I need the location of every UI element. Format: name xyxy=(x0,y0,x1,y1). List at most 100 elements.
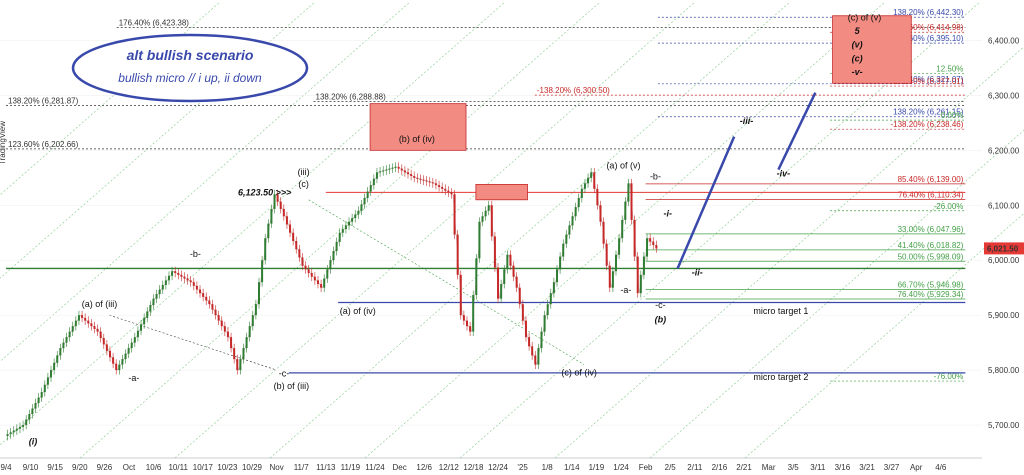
candle-body xyxy=(509,254,512,266)
candle-body xyxy=(413,175,416,178)
candle-body xyxy=(341,229,344,233)
candle-body xyxy=(295,240,298,250)
candle-body xyxy=(497,267,500,299)
x-tick-label: 9/4 xyxy=(0,463,12,472)
candle-body xyxy=(348,221,351,226)
candle-body xyxy=(344,225,347,230)
candle-body xyxy=(68,331,71,338)
wave-labels: (i) (a) of (iii) -a- -b- -c- (b) of (iii) (iii… xyxy=(29,13,881,447)
candle-body xyxy=(310,273,313,277)
candle-body xyxy=(351,218,354,222)
wave-label: -c- xyxy=(655,300,666,310)
candle-body xyxy=(444,188,447,191)
candle-body xyxy=(549,293,552,305)
candle-body xyxy=(22,425,25,427)
wave-label: -b- xyxy=(190,249,201,259)
scenario-title: alt bullish scenario xyxy=(127,47,254,63)
wave-label: (c) xyxy=(852,53,863,63)
fib-level-label: 138.20% (6,261.15) xyxy=(893,108,964,117)
candle-body xyxy=(614,254,617,272)
candle-body xyxy=(326,269,329,279)
candle-body xyxy=(18,426,21,429)
candle-body xyxy=(416,177,419,179)
candle-body xyxy=(375,172,378,179)
candle-body xyxy=(112,357,115,364)
candle-body xyxy=(77,315,80,321)
x-tick-label: 1/24 xyxy=(613,463,629,472)
candle-body xyxy=(226,331,229,338)
candle-body xyxy=(593,172,596,189)
horizontal-lines xyxy=(6,191,966,374)
candle-body xyxy=(292,232,295,241)
candle-body xyxy=(146,311,149,318)
x-axis: 9/4 9/10 9/15 9/20 9/26 Oct 10/6 10/11 10/17 10/2… xyxy=(0,121,982,472)
fib-level-label: 176.40% (6,321.07) xyxy=(893,75,964,84)
target-box xyxy=(832,15,912,84)
wave-label: (iii) xyxy=(298,167,310,177)
candle-body xyxy=(422,179,425,181)
candle-body xyxy=(543,315,546,332)
fib-level-label: 41.40% (6,018.82) xyxy=(898,241,964,250)
x-tick-label: 3/16 xyxy=(835,463,851,472)
candle-body xyxy=(403,170,406,173)
candle-body xyxy=(357,210,360,215)
candle-body xyxy=(434,183,437,186)
candle-body xyxy=(484,210,487,217)
candle-body xyxy=(248,326,251,338)
wave-label: micro target 1 xyxy=(753,306,808,316)
candle-body xyxy=(580,188,583,198)
fib-level-label: 176.40% (6,423.38) xyxy=(119,19,190,28)
candle-body xyxy=(43,384,46,393)
channel-line xyxy=(0,1,506,446)
x-tick-label: 11/24 xyxy=(365,463,385,472)
candle-body xyxy=(161,284,164,290)
candle-body xyxy=(84,317,87,321)
wave-label: -v- xyxy=(852,67,863,77)
candle-body xyxy=(438,185,441,187)
fib-level-label: 33.00% (6,047.96) xyxy=(898,225,964,234)
x-tick-label: 3/27 xyxy=(884,463,900,472)
x-tick-label: 10/23 xyxy=(217,463,238,472)
candle-body xyxy=(388,168,391,170)
candle-body xyxy=(270,208,273,224)
candle-body xyxy=(65,337,68,343)
fib-level-label: 66.70% (5,946.98) xyxy=(898,280,964,289)
candle-body xyxy=(372,178,375,186)
candle-body xyxy=(552,282,555,294)
x-tick-label: 9/10 xyxy=(23,463,39,472)
projection-lines xyxy=(676,92,817,269)
candle-body xyxy=(202,293,205,297)
candle-body xyxy=(62,342,65,349)
candle-body xyxy=(646,238,649,257)
candle-body xyxy=(515,276,518,288)
y-tick-label: 6,400.00 xyxy=(988,36,1020,45)
candle-body xyxy=(447,190,450,193)
last-price-label: 6,021.50 xyxy=(987,244,1019,253)
channel-line xyxy=(0,1,411,362)
fib-level-label: 50.00% (5,998.09) xyxy=(898,252,964,261)
x-tick-label: 10/11 xyxy=(168,463,188,472)
x-tick-label: Dec xyxy=(392,463,406,472)
candle-body xyxy=(37,397,40,404)
candle-body xyxy=(211,304,214,310)
scenario-subtitle: bullish micro // i up, ii down xyxy=(118,71,262,85)
candle-body xyxy=(441,186,444,189)
candle-body xyxy=(431,182,434,184)
candle-body xyxy=(71,326,74,332)
channel-line xyxy=(554,46,1024,459)
wave-label: -iii- xyxy=(740,116,754,126)
price-path xyxy=(5,166,659,437)
candle-body xyxy=(655,245,658,249)
x-tick-label: 12/24 xyxy=(488,463,509,472)
candle-body xyxy=(264,238,267,261)
x-tick-label: 11/7 xyxy=(294,463,310,472)
candle-body xyxy=(9,432,12,435)
candle-body xyxy=(500,284,503,299)
candle-body xyxy=(394,166,397,168)
candle-body xyxy=(276,194,279,202)
candle-body xyxy=(366,191,369,198)
x-tick-label: '25 xyxy=(517,463,528,472)
x-tick-label: 2/5 xyxy=(665,463,677,472)
candle-body xyxy=(503,269,506,285)
candle-body xyxy=(186,278,189,281)
